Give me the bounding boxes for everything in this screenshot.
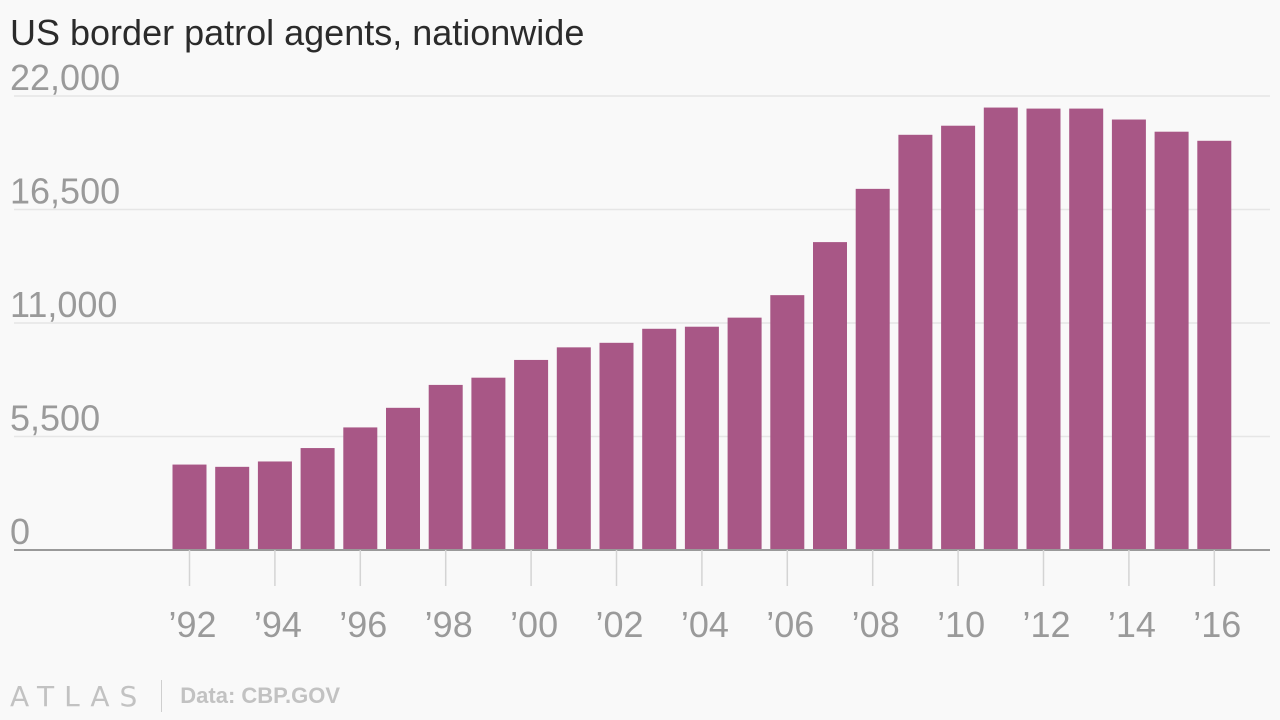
- bar-1994[interactable]: [257, 461, 292, 550]
- footer-divider: [161, 680, 163, 712]
- chart-title: US border patrol agents, nationwide: [10, 12, 585, 53]
- x-tick-label: ’12: [1022, 604, 1070, 645]
- bar-2013[interactable]: [1069, 108, 1104, 550]
- x-tick-label: ’02: [595, 604, 643, 645]
- data-source: Data: CBP.GOV: [180, 683, 341, 708]
- y-tick-label: 0: [10, 511, 30, 552]
- y-tick-label: 22,000: [10, 57, 120, 98]
- bar-2003[interactable]: [642, 328, 677, 550]
- bar-2015[interactable]: [1154, 131, 1189, 550]
- y-tick-label: 5,500: [10, 398, 100, 439]
- x-tick-label: ’10: [937, 604, 985, 645]
- bar-1993[interactable]: [215, 466, 250, 550]
- bar-1996[interactable]: [343, 427, 378, 550]
- bars: [172, 107, 1232, 550]
- bar-1997[interactable]: [386, 407, 420, 550]
- x-tick-label: ’92: [168, 604, 216, 645]
- bar-1995[interactable]: [300, 448, 335, 550]
- bar-1992[interactable]: [172, 464, 207, 550]
- x-tick-label: ’08: [852, 604, 900, 645]
- bar-2010[interactable]: [941, 125, 976, 550]
- atlas-logo[interactable]: ATLAS: [10, 679, 148, 713]
- x-tick-label: ’16: [1193, 604, 1241, 645]
- gridlines: [14, 95, 1270, 438]
- x-tick-label: ’98: [425, 604, 473, 645]
- y-axis: 0 5,500 11,000 16,500 22,000: [10, 57, 120, 552]
- bar-1999[interactable]: [471, 377, 506, 550]
- bar-2002[interactable]: [599, 342, 634, 550]
- x-tick-label: ’94: [254, 604, 302, 645]
- bar-2009[interactable]: [898, 134, 933, 550]
- x-tick-labels: ’92 ’94 ’96 ’98 ’00 ’02 ’04 ’06 ’08 ’10 ’12 ’14 ’16: [168, 604, 1241, 645]
- bar-2014[interactable]: [1111, 119, 1146, 550]
- y-tick-label: 16,500: [10, 171, 120, 212]
- bar-2000[interactable]: [514, 359, 549, 550]
- bar-2004[interactable]: [684, 326, 719, 550]
- x-tick-label: ’14: [1108, 604, 1156, 645]
- x-tick-label: ’04: [681, 604, 729, 645]
- bar-2006[interactable]: [770, 295, 805, 550]
- bar-1998[interactable]: [428, 384, 463, 550]
- x-tick-label: ’96: [339, 604, 387, 645]
- bar-2001[interactable]: [556, 347, 591, 550]
- x-tick-label: ’00: [510, 604, 558, 645]
- bar-2011[interactable]: [983, 107, 1018, 550]
- footer: ATLAS Data: CBP.GOV: [10, 678, 340, 714]
- bar-2008[interactable]: [855, 188, 890, 550]
- bar-2007[interactable]: [813, 242, 847, 550]
- x-tick-label: ’06: [766, 604, 814, 645]
- x-axis: [14, 549, 1270, 586]
- y-tick-label: 11,000: [10, 284, 117, 325]
- bar-2005[interactable]: [727, 317, 762, 550]
- bar-2016[interactable]: [1197, 140, 1232, 550]
- bar-2012[interactable]: [1026, 108, 1061, 550]
